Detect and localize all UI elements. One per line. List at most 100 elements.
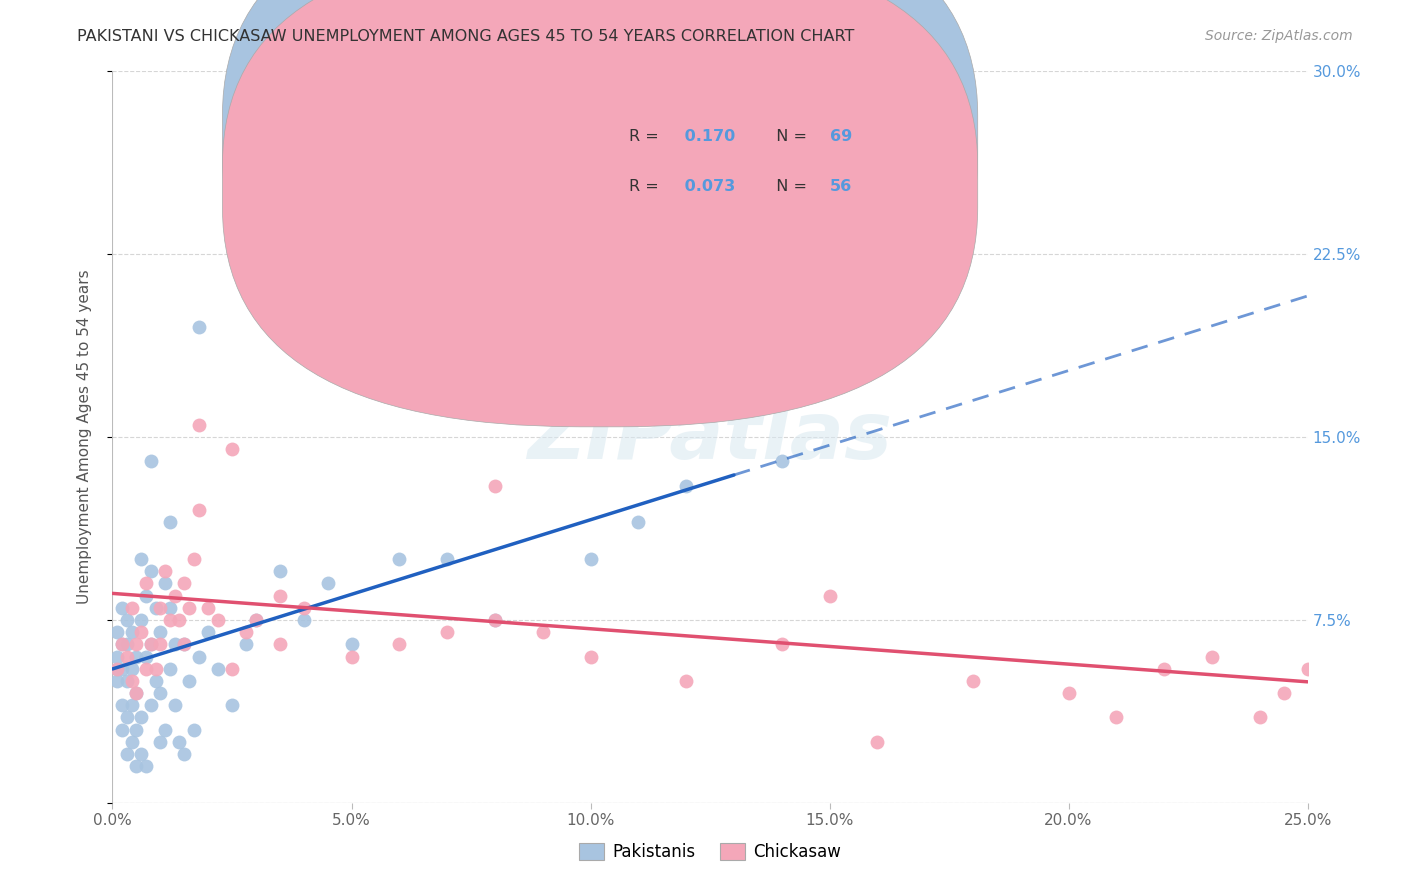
Point xyxy=(125,637,148,651)
Text: 0.073: 0.073 xyxy=(679,178,735,194)
Point xyxy=(770,637,793,651)
Point xyxy=(1306,673,1329,688)
Point xyxy=(269,564,291,578)
Point xyxy=(183,723,205,737)
Point xyxy=(121,662,143,676)
Point xyxy=(125,723,148,737)
Point xyxy=(115,637,138,651)
Point xyxy=(173,637,195,651)
Point xyxy=(169,735,191,749)
Point xyxy=(115,673,138,688)
Point xyxy=(388,637,411,651)
Point xyxy=(1249,710,1271,724)
Point xyxy=(197,625,219,640)
Point xyxy=(149,686,172,700)
Point xyxy=(153,576,176,591)
Point xyxy=(221,698,243,713)
Point xyxy=(153,723,176,737)
Point xyxy=(105,662,128,676)
Point xyxy=(177,600,200,615)
Point xyxy=(149,735,172,749)
Point xyxy=(183,552,205,566)
FancyBboxPatch shape xyxy=(222,0,977,377)
Point xyxy=(388,552,411,566)
Point xyxy=(187,320,209,334)
Point xyxy=(292,613,315,627)
Point xyxy=(197,600,219,615)
Point xyxy=(207,662,229,676)
Point xyxy=(1153,662,1175,676)
Point xyxy=(125,686,148,700)
Point xyxy=(770,454,793,468)
Point xyxy=(139,637,162,651)
Point xyxy=(145,673,167,688)
Point xyxy=(245,211,267,225)
Point xyxy=(245,613,267,627)
Point xyxy=(221,662,243,676)
Point xyxy=(245,247,267,261)
Point xyxy=(129,613,152,627)
Point xyxy=(115,613,138,627)
FancyBboxPatch shape xyxy=(554,94,890,225)
Point xyxy=(111,662,134,676)
Point xyxy=(269,637,291,651)
FancyBboxPatch shape xyxy=(222,0,977,427)
Legend: Pakistanis, Chickasaw: Pakistanis, Chickasaw xyxy=(572,836,848,868)
Point xyxy=(187,649,209,664)
Point xyxy=(531,625,554,640)
Point xyxy=(139,564,162,578)
Point xyxy=(105,673,128,688)
Point xyxy=(159,600,181,615)
Text: R =: R = xyxy=(628,129,664,144)
Point xyxy=(1105,710,1128,724)
Point xyxy=(316,576,339,591)
Point xyxy=(149,625,172,640)
Point xyxy=(1272,686,1295,700)
Point xyxy=(115,649,138,664)
Point xyxy=(105,649,128,664)
Point xyxy=(187,503,209,517)
Text: 56: 56 xyxy=(830,178,852,194)
Point xyxy=(111,698,134,713)
Point xyxy=(145,662,167,676)
Point xyxy=(121,600,143,615)
Point xyxy=(866,735,889,749)
Point xyxy=(340,637,363,651)
Point xyxy=(173,576,195,591)
Point xyxy=(129,747,152,761)
Point xyxy=(177,673,200,688)
Point xyxy=(129,552,152,566)
Text: PAKISTANI VS CHICKASAW UNEMPLOYMENT AMONG AGES 45 TO 54 YEARS CORRELATION CHART: PAKISTANI VS CHICKASAW UNEMPLOYMENT AMON… xyxy=(77,29,855,45)
Point xyxy=(135,576,157,591)
Point xyxy=(221,442,243,457)
Point xyxy=(125,649,148,664)
Point xyxy=(1296,662,1319,676)
Point xyxy=(579,552,602,566)
Point xyxy=(675,479,697,493)
Point xyxy=(484,613,506,627)
Point xyxy=(163,637,186,651)
Point xyxy=(159,516,181,530)
Point xyxy=(121,673,143,688)
Point xyxy=(245,613,267,627)
Point xyxy=(169,613,191,627)
Point xyxy=(436,625,458,640)
Point xyxy=(135,662,157,676)
Text: ZIPatlas: ZIPatlas xyxy=(527,398,893,476)
Point xyxy=(121,698,143,713)
Text: N =: N = xyxy=(766,178,813,194)
Point xyxy=(1057,686,1080,700)
Point xyxy=(105,625,128,640)
Point xyxy=(484,613,506,627)
Point xyxy=(235,637,257,651)
Point xyxy=(173,637,195,651)
Point xyxy=(1320,649,1343,664)
Point xyxy=(115,710,138,724)
Point xyxy=(388,320,411,334)
Point xyxy=(159,613,181,627)
Text: R =: R = xyxy=(628,178,664,194)
Point xyxy=(125,759,148,773)
Point xyxy=(163,589,186,603)
Point xyxy=(111,723,134,737)
Point xyxy=(115,747,138,761)
